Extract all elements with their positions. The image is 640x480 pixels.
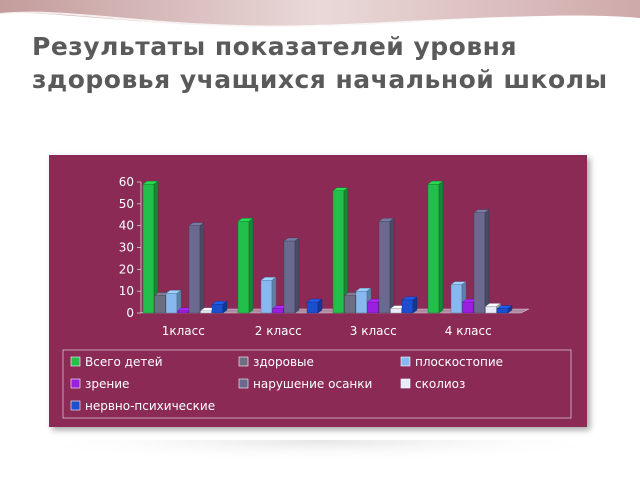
y-tick-label: 10 bbox=[119, 284, 134, 298]
bar-side bbox=[317, 298, 323, 314]
bar-1-3 bbox=[165, 289, 182, 314]
bar-side bbox=[199, 222, 205, 314]
legend-swatch bbox=[70, 400, 81, 411]
legend-label: сколиоз bbox=[415, 377, 465, 391]
bar-front bbox=[390, 308, 402, 314]
bar-front bbox=[142, 183, 155, 314]
bar-front bbox=[473, 212, 486, 314]
bar-4-1 bbox=[427, 180, 444, 314]
page-title: Результаты показателей уровня здоровья у… bbox=[32, 32, 608, 94]
y-tick-label: 0 bbox=[126, 306, 134, 320]
legend-label: нервно-психические bbox=[85, 399, 215, 413]
legend-swatch bbox=[70, 356, 81, 367]
bar-3-7 bbox=[401, 296, 418, 314]
legend-label: Всего детей bbox=[85, 355, 163, 369]
bar-3-1 bbox=[332, 187, 349, 314]
bar-1-5 bbox=[188, 222, 205, 314]
legend-swatch bbox=[70, 378, 81, 389]
y-tick-label: 30 bbox=[119, 241, 134, 255]
legend-label: зрение bbox=[85, 377, 129, 391]
bar-1-7 bbox=[211, 300, 228, 314]
bar-front bbox=[496, 308, 509, 314]
bar-2-5 bbox=[283, 237, 300, 314]
bar-side bbox=[412, 296, 418, 314]
legend-label: плоскостопие bbox=[415, 355, 503, 369]
y-tick-label: 20 bbox=[119, 262, 134, 276]
bottom-shadow bbox=[60, 440, 580, 466]
bar-front bbox=[378, 221, 391, 314]
bar-4-7 bbox=[496, 305, 513, 314]
bar-front bbox=[450, 284, 463, 314]
bar-front bbox=[272, 308, 284, 314]
bar-front bbox=[260, 280, 273, 314]
legend-label: здоровые bbox=[253, 355, 314, 369]
bar-front bbox=[154, 295, 166, 314]
bar-1-1 bbox=[142, 180, 159, 314]
bar-front bbox=[283, 240, 296, 314]
bar-side bbox=[222, 300, 228, 314]
chart-panel: 0 10 20 30 40 50 60 1класс 2 класс 3 класс 4 класс… bbox=[49, 155, 587, 427]
bar-chart: 0 10 20 30 40 50 60 1класс 2 класс 3 класс 4 класс… bbox=[62, 175, 572, 419]
bar-4-5 bbox=[473, 209, 490, 314]
bar-front bbox=[188, 225, 201, 314]
x-tick-label: 4 класс bbox=[445, 324, 492, 338]
bar-front bbox=[462, 301, 474, 314]
bar-2-7 bbox=[306, 298, 323, 314]
legend-swatch bbox=[400, 378, 411, 389]
top-decoration bbox=[0, 0, 640, 28]
bar-front bbox=[237, 221, 250, 314]
bar-front bbox=[165, 293, 178, 314]
bar-front bbox=[485, 306, 497, 314]
y-tick-label: 50 bbox=[119, 197, 134, 211]
y-tick-label: 60 bbox=[119, 175, 134, 189]
legend-swatch bbox=[400, 356, 411, 367]
bar-front bbox=[427, 183, 440, 314]
bar-front bbox=[200, 310, 212, 314]
bar-front bbox=[344, 295, 356, 314]
x-tick-label: 1класс bbox=[162, 324, 205, 338]
bar-side bbox=[438, 180, 444, 314]
bar-front bbox=[332, 190, 345, 314]
x-tick-label: 3 класс bbox=[350, 324, 397, 338]
bar-side bbox=[248, 217, 254, 314]
bar-2-1 bbox=[237, 217, 254, 314]
legend-swatch bbox=[238, 356, 249, 367]
legend-swatch bbox=[238, 378, 249, 389]
y-tick-label: 40 bbox=[119, 219, 134, 233]
bar-front bbox=[177, 310, 189, 314]
legend: Всего детей здоровые плоскостопие зрение нар… bbox=[62, 349, 572, 419]
bar-front bbox=[367, 301, 379, 314]
bar-front bbox=[306, 301, 319, 314]
bar-front bbox=[211, 304, 224, 314]
bar-3-5 bbox=[378, 217, 395, 314]
bar-front bbox=[355, 290, 368, 314]
legend-label: нарушение осанки bbox=[253, 377, 372, 391]
bar-front bbox=[401, 299, 414, 314]
bar-side bbox=[294, 237, 300, 314]
x-tick-label: 2 класс bbox=[255, 324, 302, 338]
bar-side bbox=[389, 217, 395, 314]
bar-side bbox=[507, 305, 513, 314]
bar-side bbox=[484, 209, 490, 314]
legend-border bbox=[62, 349, 572, 419]
